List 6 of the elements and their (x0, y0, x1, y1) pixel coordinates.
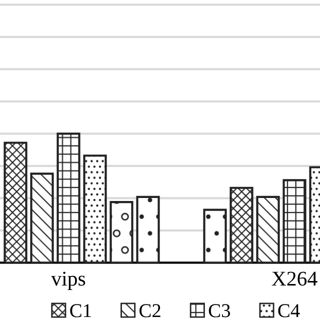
x-tick-label: vips (51, 272, 86, 290)
legend-label: C4 (278, 304, 300, 318)
x-tick-label: X264 (272, 272, 318, 286)
legend-label: C2 (140, 304, 160, 318)
legend-label: C3 (208, 304, 230, 318)
legend-label: C1 (70, 304, 91, 318)
